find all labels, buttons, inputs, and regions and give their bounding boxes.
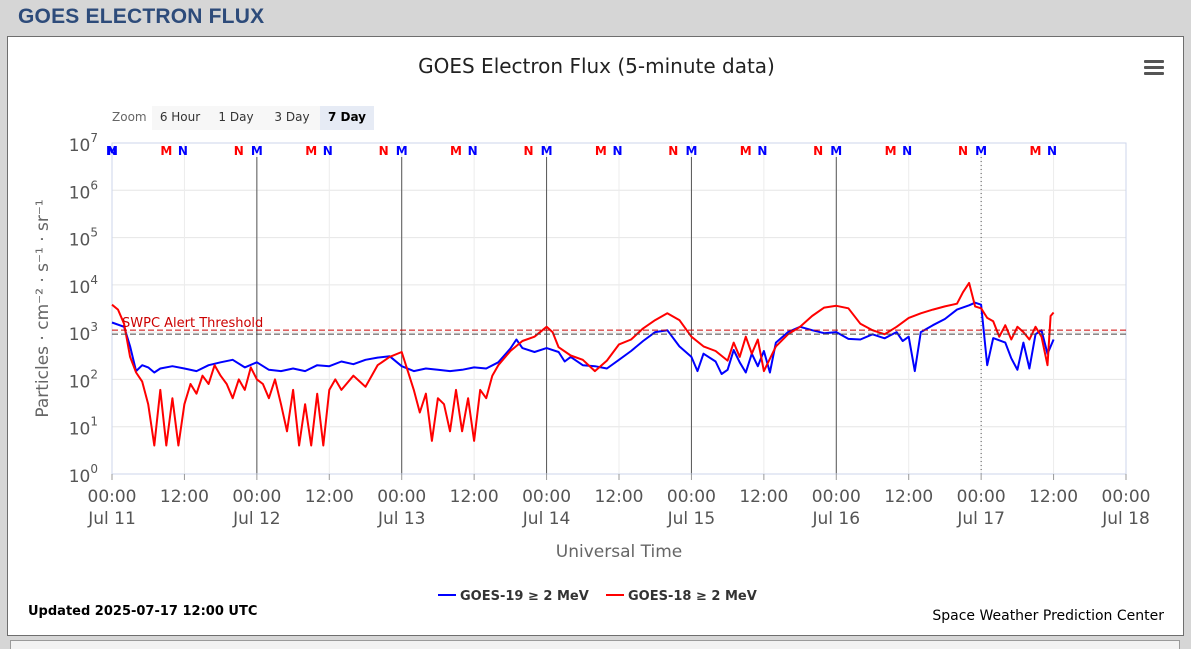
x-tick-date-label: Jul 12 bbox=[232, 509, 281, 529]
page-title: GOES ELECTRON FLUX bbox=[18, 5, 265, 28]
noon-midnight-marker: N bbox=[668, 144, 678, 158]
chart-title: GOES Electron Flux (5-minute data) bbox=[418, 54, 775, 78]
x-axis-title: Universal Time bbox=[556, 542, 682, 562]
noon-midnight-marker: M bbox=[685, 144, 697, 158]
x-tick-time-label: 00:00 bbox=[522, 487, 571, 507]
x-tick-time-label: 00:00 bbox=[812, 487, 861, 507]
y-tick-label: 104 bbox=[69, 273, 98, 298]
x-tick-time-label: 00:00 bbox=[377, 487, 426, 507]
zoom-1-day-button[interactable]: 1 Day bbox=[208, 106, 264, 130]
noon-midnight-marker: N bbox=[523, 144, 533, 158]
noon-midnight-marker: N bbox=[178, 144, 188, 158]
noon-midnight-marker: M bbox=[396, 144, 408, 158]
zoom-6-hour-button[interactable]: 6 Hour bbox=[152, 106, 208, 130]
noon-midnight-marker: N bbox=[757, 144, 767, 158]
x-tick-date-label: Jul 16 bbox=[812, 509, 861, 529]
y-tick-label: 106 bbox=[69, 178, 98, 203]
chart-panel: GOES Electron Flux (5-minute data) Zoom … bbox=[7, 36, 1184, 636]
x-tick-time-label: 12:00 bbox=[884, 487, 933, 507]
x-tick-time-label: 00:00 bbox=[957, 487, 1006, 507]
noon-midnight-marker: N bbox=[468, 144, 478, 158]
goes18-series-line bbox=[111, 281, 1055, 447]
noon-midnight-marker: M bbox=[975, 144, 987, 158]
x-tick-time-label: 12:00 bbox=[1029, 487, 1078, 507]
y-tick-label: 107 bbox=[69, 131, 98, 156]
noon-midnight-marker: M bbox=[450, 144, 462, 158]
x-tick-date-label: Jul 17 bbox=[956, 509, 1005, 529]
x-tick-time-label: 12:00 bbox=[739, 487, 788, 507]
x-tick-date-label: Jul 13 bbox=[377, 509, 426, 529]
noon-midnight-marker: M bbox=[106, 144, 118, 158]
x-tick-time-label: 12:00 bbox=[305, 487, 354, 507]
x-tick-date-label: Jul 15 bbox=[667, 509, 716, 529]
y-tick-label: 103 bbox=[69, 320, 98, 345]
x-tick-time-label: 12:00 bbox=[160, 487, 209, 507]
legend-label: GOES-18 ≥ 2 MeV bbox=[628, 589, 757, 604]
y-tick-label: 102 bbox=[69, 367, 98, 392]
x-tick-time-label: 12:00 bbox=[595, 487, 644, 507]
noon-midnight-marker: M bbox=[1029, 144, 1041, 158]
noon-midnight-marker: M bbox=[251, 144, 263, 158]
x-tick-time-label: 00:00 bbox=[232, 487, 281, 507]
next-panel-edge bbox=[10, 640, 1180, 649]
noon-midnight-marker: N bbox=[612, 144, 622, 158]
zoom-7-day-button[interactable]: 7 Day bbox=[320, 106, 374, 130]
noon-midnight-marker: N bbox=[107, 144, 117, 158]
threshold-label: SWPC Alert Threshold bbox=[122, 316, 263, 331]
noon-midnight-marker: N bbox=[234, 144, 244, 158]
y-tick-label: 100 bbox=[69, 462, 98, 487]
noon-midnight-marker: M bbox=[740, 144, 752, 158]
noon-midnight-marker: M bbox=[160, 144, 172, 158]
noon-midnight-marker: N bbox=[1047, 144, 1057, 158]
y-axis-title: Particles · cm⁻² · s⁻¹ · sr⁻¹ bbox=[33, 199, 53, 417]
zoom-label: Zoom bbox=[112, 110, 147, 124]
noon-midnight-marker: M bbox=[305, 144, 317, 158]
noon-midnight-marker: N bbox=[379, 144, 389, 158]
x-tick-time-label: 00:00 bbox=[667, 487, 716, 507]
noon-midnight-marker: M bbox=[595, 144, 607, 158]
hamburger-menu-icon[interactable] bbox=[1144, 60, 1164, 78]
x-tick-time-label: 00:00 bbox=[1102, 487, 1151, 507]
noon-midnight-marker: N bbox=[813, 144, 823, 158]
goes19-series-line bbox=[111, 301, 1055, 375]
x-tick-date-label: Jul 14 bbox=[522, 509, 571, 529]
x-tick-time-label: 00:00 bbox=[88, 487, 137, 507]
noon-midnight-marker: N bbox=[902, 144, 912, 158]
noon-midnight-marker: N bbox=[958, 144, 968, 158]
x-tick-date-label: Jul 11 bbox=[87, 509, 136, 529]
page-header: GOES ELECTRON FLUX bbox=[0, 0, 1191, 34]
y-tick-label: 105 bbox=[69, 226, 98, 251]
x-tick-date-label: Jul 18 bbox=[1101, 509, 1150, 529]
zoom-3-day-button[interactable]: 3 Day bbox=[264, 106, 320, 130]
noon-midnight-marker: N bbox=[323, 144, 333, 158]
legend-label: GOES-19 ≥ 2 MeV bbox=[460, 589, 589, 604]
noon-midnight-marker: M bbox=[830, 144, 842, 158]
credit-label: Space Weather Prediction Center bbox=[932, 608, 1164, 624]
y-tick-label: 101 bbox=[69, 415, 98, 440]
noon-midnight-marker: M bbox=[541, 144, 553, 158]
updated-timestamp: Updated 2025-07-17 12:00 UTC bbox=[28, 604, 258, 619]
x-tick-time-label: 12:00 bbox=[450, 487, 499, 507]
noon-midnight-marker: M bbox=[885, 144, 897, 158]
